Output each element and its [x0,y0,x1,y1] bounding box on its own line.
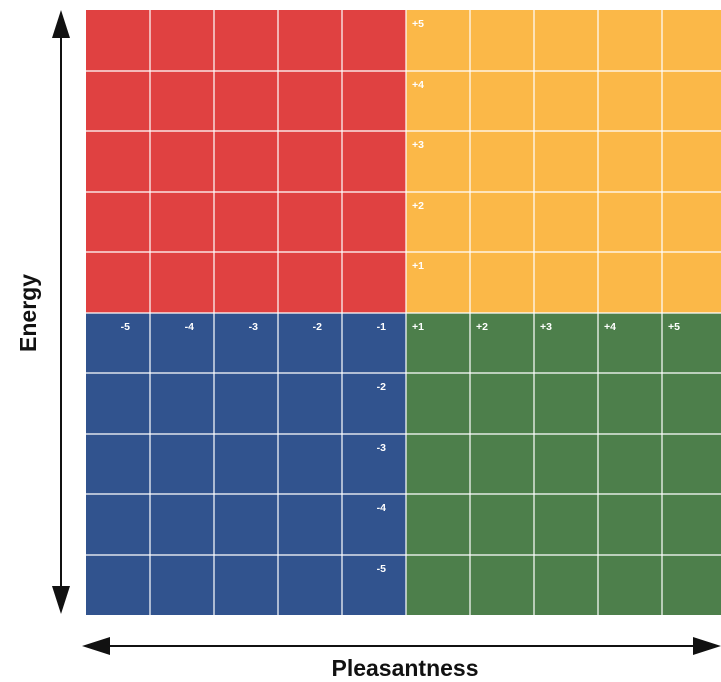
arrow-head-left [82,637,110,655]
pleasantness-axis-arrow [82,637,721,655]
pleasantness-label: +1 [412,321,424,333]
pleasantness-label: +4 [604,321,616,333]
pleasantness-label: -4 [185,321,194,333]
pleasantness-label: +2 [476,321,488,333]
arrow-head-up [52,10,70,38]
energy-label: +1 [412,260,424,272]
quadrant-low-energy-unpleasant [86,313,406,615]
energy-label: -4 [377,502,386,514]
energy-label: -5 [377,563,386,575]
scale-labels: +5 +4 +3 +2 +1 -2 -3 -4 -5 -5 -4 -3 -2 -1 +1 +2 +3 +4 +5 [121,18,680,575]
energy-label: +2 [412,200,424,212]
arrow-head-right [693,637,721,655]
pleasantness-label: -5 [121,321,130,333]
pleasantness-label: -2 [313,321,322,333]
quadrant-low-energy-pleasant [406,313,721,615]
energy-label: +4 [412,79,424,91]
pleasantness-label: -1 [377,321,386,333]
energy-label: +3 [412,139,424,151]
grid-lines [86,10,721,615]
energy-axis-arrow [52,10,70,614]
energy-label: -2 [377,381,386,393]
pleasantness-label: +3 [540,321,552,333]
pleasantness-label: +5 [668,321,680,333]
pleasantness-label: -3 [249,321,258,333]
arrow-head-down [52,586,70,614]
energy-label: +5 [412,18,424,30]
y-axis-title: Energy [15,274,41,352]
x-axis-title: Pleasantness [331,655,478,681]
quadrant-high-energy-unpleasant [86,10,406,313]
energy-label: -3 [377,442,386,454]
quadrant-high-energy-pleasant [406,10,721,313]
